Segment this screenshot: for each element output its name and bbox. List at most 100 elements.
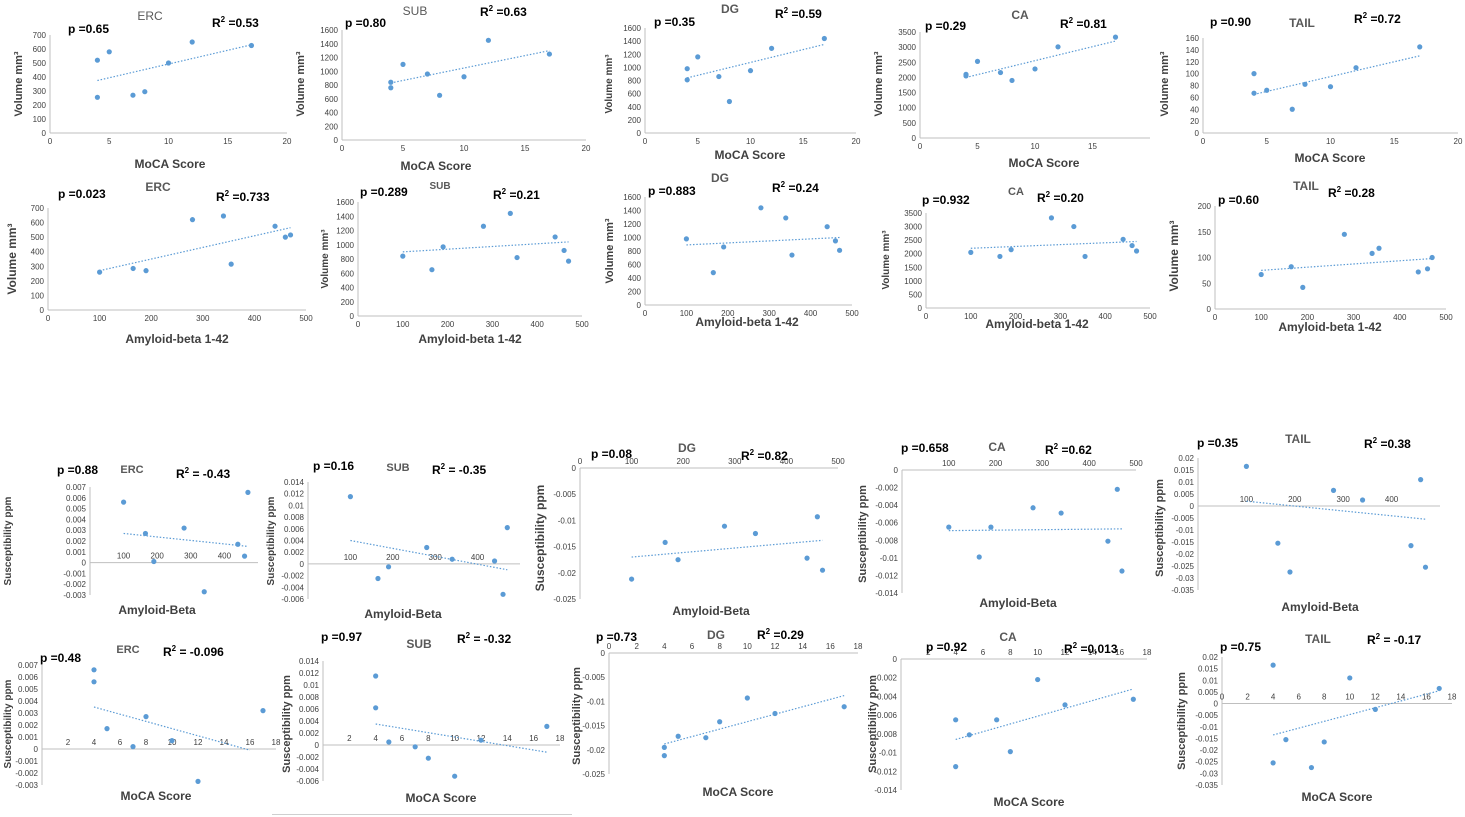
y-tick-label: 1000	[336, 241, 354, 250]
p-value-label: p =0.16	[313, 459, 354, 473]
dg-sus-ab-panel: -0.025 -0.02 -0.015 -0.01 -0.005 00 100 200 300 4…	[533, 441, 845, 618]
data-point	[1035, 676, 1041, 683]
y-tick-label: 600	[33, 45, 47, 54]
data-point	[1283, 737, 1289, 743]
data-point	[1418, 477, 1424, 483]
erc-vol-moca-panel: 0 100 200 300 400 500 600 700 0 5 10 15 20 ERC p =0.65…	[13, 9, 292, 171]
chart-title: TAIL	[1293, 179, 1319, 193]
p-value-label: p =0.289	[360, 185, 408, 199]
x-tick-label: 8	[426, 734, 431, 743]
x-tick-label: 16	[246, 738, 255, 747]
data-point	[716, 73, 722, 80]
data-point	[684, 77, 690, 83]
x-axis-title: Amyloid-beta 1-42	[125, 332, 229, 346]
x-tick-label: 10	[1326, 137, 1335, 146]
data-point	[195, 778, 201, 785]
data-point	[758, 205, 764, 211]
data-point	[966, 732, 972, 738]
x-axis-title: Amyloid-beta 1-42	[1278, 320, 1382, 334]
trend-line	[955, 688, 1134, 741]
data-point	[452, 773, 458, 779]
data-point	[245, 489, 251, 495]
ca-vol-ab-panel: 0 500 1000 1500 2000 2500 3000 3500 0 100 200 300 40…	[881, 186, 1157, 331]
y-tick-label: 0.006	[284, 525, 305, 534]
trend-line	[93, 706, 251, 751]
data-point	[106, 49, 112, 55]
x-tick-label: 500	[831, 457, 845, 466]
data-point	[165, 60, 172, 66]
y-tick-label: 0	[82, 559, 87, 568]
y-tick-label: 0	[350, 312, 355, 321]
x-tick-label: 18	[556, 734, 565, 743]
x-tick-label: 0	[46, 314, 51, 323]
x-tick-label: 300	[1337, 495, 1351, 504]
data-point	[946, 524, 952, 530]
data-point	[1243, 463, 1249, 469]
data-point	[169, 738, 175, 744]
x-tick-label: 20	[283, 137, 292, 146]
x-tick-label: 500	[1439, 313, 1453, 322]
x-tick-label: 400	[1083, 459, 1097, 468]
x-tick-label: 5	[696, 137, 701, 146]
y-tick-label: 0.006	[66, 494, 87, 503]
y-tick-label: 20	[1190, 117, 1199, 126]
x-tick-label: 14	[220, 738, 229, 747]
y-tick-label: 0.005	[1174, 490, 1195, 499]
x-tick-label: 2	[926, 648, 931, 657]
data-point	[710, 270, 716, 276]
erc-vol-ab-panel: 0 100 200 300 400 500 600 700 0 100 200 300 400 500 ER…	[5, 180, 313, 346]
y-tick-label: 0	[34, 745, 39, 754]
p-value-label: p =0.883	[648, 184, 696, 198]
x-tick-label: 2	[66, 738, 71, 747]
data-point	[282, 234, 288, 240]
trend-line	[1261, 257, 1433, 271]
sub-vol-moca-panel: 0 200 400 600 800 1000 1200 1400 1600 0 5 10 15 20 SUB…	[295, 4, 591, 173]
y-tick-label: 0	[1207, 305, 1212, 314]
y-tick-label: 0.015	[1198, 665, 1219, 674]
y-tick-label: 600	[628, 90, 642, 99]
data-point	[507, 210, 513, 216]
y-tick-label: -0.008	[875, 536, 898, 545]
r-squared-label: R2 =0.38	[1364, 436, 1411, 451]
data-point	[804, 555, 810, 561]
x-tick-label: 8	[717, 642, 722, 651]
x-tick-label: 15	[799, 137, 808, 146]
data-point	[1270, 662, 1276, 668]
chart-title: SUB	[403, 4, 428, 18]
data-point	[1417, 44, 1423, 50]
y-tick-label: 0	[637, 301, 642, 310]
x-tick-label: 6	[690, 642, 695, 651]
trend-line	[123, 532, 248, 547]
data-point	[997, 69, 1004, 76]
y-tick-label: 40	[1190, 105, 1199, 114]
y-tick-label: -0.002	[15, 769, 38, 778]
p-value-label: p =0.75	[1220, 640, 1261, 654]
data-point	[974, 58, 981, 64]
data-point	[500, 591, 506, 597]
y-tick-label: 0.001	[18, 733, 39, 742]
x-tick-label: 400	[218, 552, 232, 561]
y-tick-label: 0.007	[66, 483, 87, 492]
y-tick-label: -0.01	[880, 554, 899, 563]
y-axis-title: Susceptibility ppm	[266, 496, 277, 585]
y-tick-label: -0.002	[875, 484, 898, 493]
data-point	[675, 557, 681, 563]
y-tick-label: 300	[33, 87, 47, 96]
data-point	[287, 232, 294, 238]
x-tick-label: 200	[151, 552, 165, 561]
x-tick-label: 14	[798, 642, 807, 651]
y-tick-label: 1400	[623, 37, 641, 46]
data-point	[449, 556, 455, 562]
x-tick-label: 12	[1371, 693, 1380, 702]
data-point	[1082, 253, 1088, 260]
x-tick-label: 20	[1454, 137, 1463, 146]
y-tick-label: -0.02	[1176, 550, 1195, 559]
trend-line	[631, 539, 823, 558]
r-squared-label: R2 = -0.43	[176, 466, 230, 481]
data-point	[91, 667, 97, 673]
y-tick-label: 100	[1186, 70, 1200, 79]
y-tick-label: -0.015	[1171, 538, 1194, 547]
y-tick-label: 500	[31, 233, 45, 242]
data-point	[821, 35, 827, 42]
y-tick-label: 0.004	[299, 717, 320, 726]
